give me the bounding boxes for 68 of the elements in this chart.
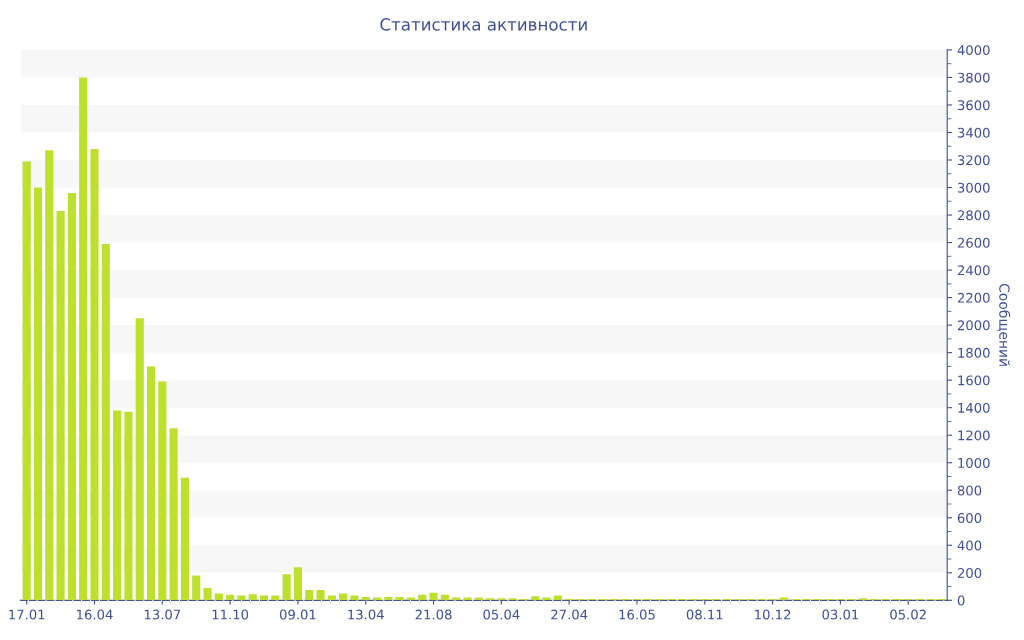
y-tick-label: 1800 [958,347,990,358]
y-tick-label: 4000 [957,45,990,56]
bar [124,411,133,601]
x-tick-label: 09.01 [279,609,316,620]
y-tick-label: 2000 [957,320,990,331]
y-tick-label: 2200 [957,292,990,303]
bar [101,243,110,601]
y-axis-title: Сообщений [997,283,1011,366]
y-tick-label: 2600 [957,237,990,248]
bar [180,477,189,601]
y-tick-label: 3600 [957,100,990,111]
bar [113,410,122,601]
y-tick-label: 2800 [957,210,990,221]
bar [316,590,325,601]
bar [158,381,167,601]
bar [79,77,88,601]
chart-title: Статистика активности [380,18,587,31]
bar [192,575,201,601]
x-tick-label: 11.10 [212,609,249,620]
y-tick-label: 1400 [958,402,990,413]
y-tick-label: 1000 [958,457,990,468]
x-tick-label: 10.12 [755,609,791,620]
x-tick-label: 08.11 [686,609,723,620]
x-tick-label: 13.07 [144,609,181,620]
y-tick-label: 1200 [958,430,990,441]
y-tick-label: 600 [957,512,982,523]
y-tick-label: 1600 [958,375,990,386]
bar [305,590,314,601]
x-tick-label: 16.04 [77,609,113,620]
bar [214,593,223,601]
bar [248,594,257,601]
x-tick-label: 27.04 [551,609,588,620]
y-tick-label: 3200 [957,155,990,166]
bar [429,592,438,601]
bar [56,210,65,601]
y-tick-label: 3000 [957,182,990,193]
bar [485,598,495,601]
x-tick-label: 13.04 [348,609,384,620]
bar [350,595,359,601]
x-tick-label: 21.08 [415,609,452,620]
bar [169,428,178,601]
bar [497,598,506,601]
x-tick-label: 16.05 [619,609,655,620]
bar [146,366,156,601]
y-tick-label: 3800 [957,72,990,83]
bar [22,161,31,601]
bar [45,150,54,601]
y-tick-label: 400 [957,540,982,551]
y-tick-label: 2400 [957,265,990,276]
bar [339,593,348,601]
bar [203,587,212,601]
x-tick-label: 03.01 [822,609,859,620]
bar [531,596,540,601]
bar [508,598,517,601]
y-tick-label: 3400 [957,127,990,138]
bar [90,148,99,601]
x-tick-label: 17.01 [9,609,45,620]
y-tick-label: 0 [957,595,965,606]
bar [282,574,291,601]
x-tick-label: 05.04 [483,609,520,620]
y-tick-label: 200 [957,568,982,578]
bar [858,598,868,601]
y-tick-label: 800 [957,485,982,496]
bar [33,187,43,601]
bar [293,567,302,601]
bar [135,318,144,601]
bar [67,193,76,601]
x-tick-label: 05.02 [890,609,926,620]
